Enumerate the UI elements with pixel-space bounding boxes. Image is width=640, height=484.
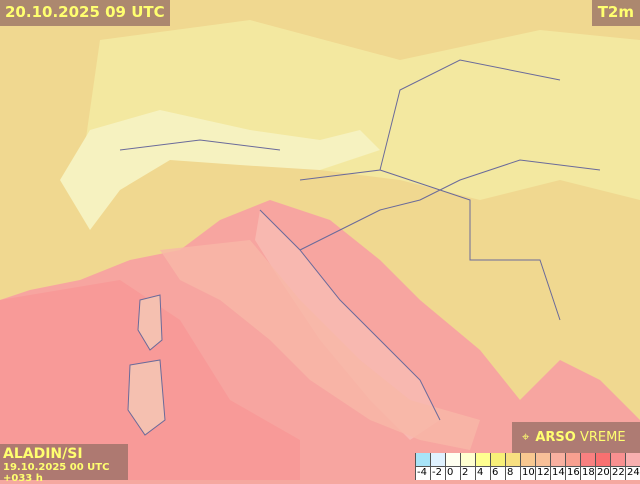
legend-item: 8 — [505, 453, 520, 480]
legend-swatch — [446, 453, 460, 467]
legend-label: -4 — [416, 467, 430, 479]
model-run: 19.10.2025 00 UTC +033 h — [3, 462, 125, 484]
legend-swatch — [581, 453, 595, 467]
legend-swatch — [611, 453, 625, 467]
legend-item: 12 — [535, 453, 550, 480]
legend-item: 24 — [625, 453, 640, 480]
legend-item: -4 — [415, 453, 430, 480]
legend-item: 14 — [550, 453, 565, 480]
legend-swatch — [551, 453, 565, 467]
legend-label: 10 — [521, 467, 535, 479]
legend-label: 2 — [461, 467, 475, 479]
legend-swatch — [491, 453, 505, 467]
logo-product: VREME — [580, 430, 626, 445]
legend-label: 24 — [626, 467, 640, 479]
legend-swatch — [506, 453, 520, 467]
legend-swatch — [626, 453, 640, 467]
legend-swatch — [476, 453, 490, 467]
legend-swatch — [566, 453, 580, 467]
legend-item: 0 — [445, 453, 460, 480]
legend-label: 12 — [536, 467, 550, 479]
legend-label: 16 — [566, 467, 580, 479]
legend-item: 20 — [595, 453, 610, 480]
legend-swatch — [596, 453, 610, 467]
legend-label: 20 — [596, 467, 610, 479]
satellite-dish-icon: ⌖ — [522, 430, 529, 445]
legend-item: 22 — [610, 453, 625, 480]
legend-item: 2 — [460, 453, 475, 480]
model-name: ALADIN/SI — [3, 446, 125, 462]
legend-item: -2 — [430, 453, 445, 480]
legend-label: 0 — [446, 467, 460, 479]
legend-label: 4 — [476, 467, 490, 479]
arso-logo: ⌖ ARSO VREME — [512, 422, 640, 453]
legend-swatch — [461, 453, 475, 467]
logo-brand: ARSO — [535, 430, 576, 445]
legend-label: -2 — [431, 467, 445, 479]
valid-time-label: 20.10.2025 09 UTC — [0, 0, 170, 26]
legend-swatch — [536, 453, 550, 467]
legend-label: 6 — [491, 467, 505, 479]
legend-swatch — [431, 453, 445, 467]
legend-label: 22 — [611, 467, 625, 479]
legend-swatch — [521, 453, 535, 467]
model-info: ALADIN/SI 19.10.2025 00 UTC +033 h — [0, 444, 128, 480]
legend-item: 10 — [520, 453, 535, 480]
legend-label: 14 — [551, 467, 565, 479]
legend-item: 6 — [490, 453, 505, 480]
legend-label: 18 — [581, 467, 595, 479]
legend-item: 18 — [580, 453, 595, 480]
legend-swatch — [416, 453, 430, 467]
legend-label: 8 — [506, 467, 520, 479]
legend-item: 16 — [565, 453, 580, 480]
legend-item: 4 — [475, 453, 490, 480]
parameter-label: T2m — [592, 0, 640, 26]
